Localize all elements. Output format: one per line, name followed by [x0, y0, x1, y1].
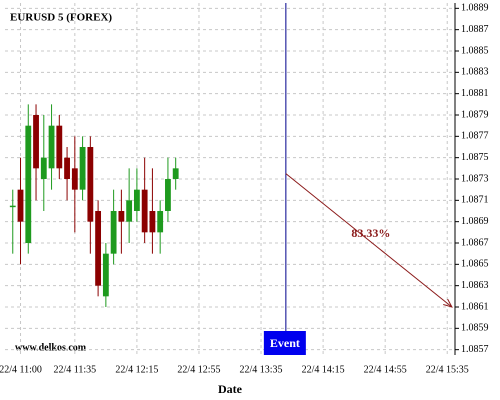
y-tick-label: 1.0887 — [461, 24, 489, 35]
x-axis-label: Date — [218, 382, 243, 396]
candle-body — [133, 189, 140, 211]
y-tick-label: 1.0879 — [461, 109, 489, 120]
y-tick-label: 1.0875 — [461, 152, 489, 163]
candle-body — [71, 168, 78, 190]
x-tick-label: 22/4 13:35 — [240, 364, 283, 375]
y-tick-label: 1.0873 — [461, 173, 489, 184]
candle-body — [33, 115, 39, 169]
y-tick-label: 1.0861 — [461, 301, 489, 312]
event-label: Event — [270, 336, 300, 350]
x-tick-label: 22/4 12:15 — [115, 364, 158, 375]
candle-body — [64, 157, 70, 179]
y-tick-label: 1.0869 — [461, 216, 489, 227]
candle-body — [48, 125, 55, 169]
candle-body — [79, 147, 86, 190]
y-tick-label: 1.0857 — [461, 344, 489, 355]
candle-body — [102, 253, 109, 297]
candle-body — [40, 157, 47, 179]
y-tick-label: 1.0871 — [461, 195, 489, 206]
candle-body — [165, 179, 171, 211]
candle-body — [118, 211, 125, 222]
y-tick-label: 1.0881 — [461, 88, 489, 99]
y-tick-label: 1.0877 — [461, 131, 489, 142]
arrow-head — [443, 298, 453, 308]
candle-body — [56, 125, 63, 169]
x-tick-label: 22/4 12:55 — [177, 364, 220, 375]
watermark: www.delkos.com — [15, 342, 87, 353]
x-tick-label: 22/4 11:00 — [0, 364, 42, 375]
y-tick-label: 1.0863 — [461, 280, 489, 291]
candle-body — [17, 189, 24, 222]
x-tick-label: 22/4 14:55 — [364, 364, 407, 375]
projection-label: 83.33% — [351, 226, 390, 240]
x-tick-label: 22/4 11:35 — [53, 364, 96, 375]
candle-body — [110, 211, 117, 254]
y-tick-label: 1.0865 — [461, 259, 489, 270]
event-box — [263, 331, 306, 355]
y-tick-label: 1.0867 — [461, 237, 489, 248]
candle-body — [149, 211, 156, 233]
y-tick-label: 1.0859 — [461, 323, 489, 334]
candle-body — [9, 205, 16, 208]
y-tick-label: 1.0883 — [461, 67, 489, 78]
x-tick-label: 22/4 14:15 — [302, 364, 345, 375]
candle-body — [126, 200, 133, 222]
x-tick-label: 22/4 15:35 — [426, 364, 469, 375]
candle-body — [157, 211, 164, 233]
candle-body — [87, 147, 94, 222]
candle-body — [172, 168, 179, 179]
chart-title: EURUSD 5 (FOREX) — [10, 12, 112, 24]
candle-body — [141, 189, 148, 233]
candle-body — [95, 211, 102, 286]
y-tick-label: 1.0889 — [461, 3, 489, 14]
y-tick-label: 1.0885 — [461, 45, 489, 56]
projection-arrow — [285, 173, 453, 308]
candle-body — [25, 125, 32, 243]
